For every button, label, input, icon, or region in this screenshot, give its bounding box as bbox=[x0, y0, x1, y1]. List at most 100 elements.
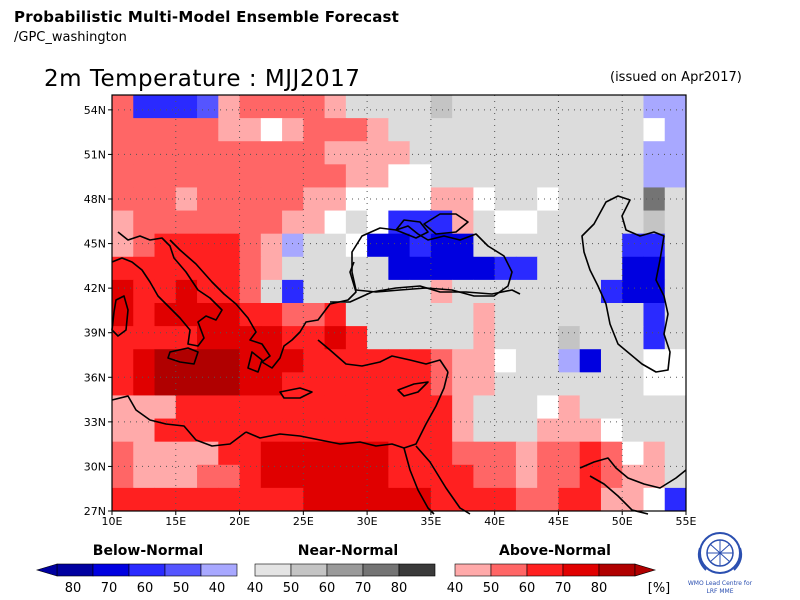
grid-cell bbox=[452, 441, 474, 466]
coast-sinai bbox=[403, 447, 435, 515]
grid-cell bbox=[430, 418, 453, 443]
coast-libya bbox=[111, 395, 247, 447]
grid-cell bbox=[345, 118, 368, 142]
grid-cell bbox=[515, 95, 538, 119]
legend: Below-Normal 80 70 60 50 40 Near-Normal 40 50 60 7… bbox=[35, 543, 670, 596]
grid-cell bbox=[282, 395, 304, 420]
lon-tick-label: 15E bbox=[165, 515, 186, 528]
grid-cell bbox=[537, 256, 559, 281]
legend-arrow-left bbox=[35, 563, 58, 577]
grid-cell bbox=[303, 326, 326, 350]
grid-cell bbox=[409, 326, 432, 350]
grid-cell bbox=[345, 210, 368, 235]
grid-cell bbox=[345, 487, 368, 512]
grid-cell bbox=[664, 210, 687, 235]
grid-cell bbox=[324, 233, 347, 258]
grid-cell bbox=[388, 95, 411, 119]
legend-title-above: Above-Normal bbox=[499, 543, 611, 559]
grid-cell bbox=[345, 164, 368, 188]
grid-cell bbox=[643, 464, 666, 489]
lat-tick-label: 36N bbox=[84, 371, 106, 384]
grid-cell bbox=[452, 95, 474, 119]
grid-cell bbox=[643, 164, 666, 188]
grid-cell bbox=[600, 164, 623, 188]
grid-cell bbox=[452, 372, 474, 396]
grid-cell bbox=[643, 303, 666, 327]
grid-cell bbox=[197, 418, 219, 443]
grid-cell bbox=[579, 372, 602, 396]
grid-cell bbox=[218, 441, 241, 466]
grid-cell bbox=[452, 303, 474, 327]
grid-cell bbox=[112, 441, 134, 466]
grid-cell bbox=[218, 256, 241, 281]
legend-tick-above: 80 bbox=[591, 581, 608, 596]
lat-tick-label: 27N bbox=[84, 505, 106, 518]
grid-cell bbox=[664, 326, 687, 350]
grid-cell bbox=[367, 141, 389, 165]
grid-cell bbox=[558, 187, 581, 212]
grid-cell bbox=[494, 464, 517, 489]
grid-cell bbox=[494, 187, 517, 212]
lon-tick-label: 45E bbox=[548, 515, 569, 528]
grid-cell bbox=[494, 349, 517, 373]
grid-cell bbox=[664, 187, 687, 212]
grid-cell bbox=[473, 233, 496, 258]
grid-cell bbox=[600, 95, 623, 119]
grid-cell bbox=[622, 326, 644, 350]
grid-cell bbox=[643, 118, 666, 142]
coast-red-sea bbox=[415, 445, 471, 515]
grid-cell bbox=[239, 164, 262, 188]
grid-cell bbox=[430, 395, 453, 420]
grid-cell bbox=[282, 233, 304, 258]
legend-tick-near: 60 bbox=[319, 581, 336, 596]
grid-cell bbox=[154, 95, 177, 119]
grid-cell bbox=[154, 210, 177, 235]
grid-cell bbox=[664, 395, 687, 420]
grid-cell bbox=[643, 187, 666, 212]
grid-cell bbox=[643, 418, 666, 443]
grid-cell bbox=[324, 303, 347, 327]
grid-cell bbox=[218, 118, 241, 142]
grid-cell bbox=[600, 141, 623, 165]
grid-cell bbox=[537, 487, 559, 512]
grid-cell bbox=[664, 95, 687, 119]
grid-cell bbox=[260, 395, 283, 420]
grid-cell bbox=[282, 164, 304, 188]
grid-cell bbox=[260, 441, 283, 466]
grid-cell bbox=[409, 187, 432, 212]
grid-cell bbox=[388, 118, 411, 142]
grid-cell bbox=[558, 441, 581, 466]
grid-cell bbox=[473, 95, 496, 119]
grid-cell bbox=[154, 441, 177, 466]
grid-cell bbox=[303, 187, 326, 212]
map-frame bbox=[111, 94, 687, 512]
grid-cell bbox=[388, 349, 411, 373]
grid-cell bbox=[600, 233, 623, 258]
grid-cell bbox=[175, 187, 198, 212]
grid-cell bbox=[175, 372, 198, 396]
grid-cell bbox=[175, 233, 198, 258]
grid-cell bbox=[473, 487, 496, 512]
grid-cell bbox=[643, 95, 666, 119]
legend-arrow-right bbox=[634, 563, 657, 577]
grid-cell bbox=[239, 487, 262, 512]
grid-cell bbox=[303, 418, 326, 443]
grid-cell bbox=[558, 372, 581, 396]
grid-cell bbox=[197, 464, 219, 489]
grid-cell bbox=[537, 164, 559, 188]
grid-cell bbox=[282, 279, 304, 304]
wmo-line1: WMO Lead Centre for bbox=[688, 580, 753, 587]
grid-cell bbox=[494, 372, 517, 396]
grid-cell bbox=[197, 303, 219, 327]
grid-cell bbox=[579, 233, 602, 258]
grid-cell bbox=[515, 233, 538, 258]
grid-cell bbox=[324, 441, 347, 466]
grid-cell bbox=[345, 395, 368, 420]
lon-tick-label: 40E bbox=[484, 515, 505, 528]
grid-cell bbox=[622, 118, 644, 142]
legend-title-near: Near-Normal bbox=[298, 543, 398, 559]
grid-cell bbox=[537, 326, 559, 350]
grid-cell bbox=[622, 279, 644, 304]
grid-cell bbox=[282, 118, 304, 142]
grid-cell bbox=[537, 95, 559, 119]
